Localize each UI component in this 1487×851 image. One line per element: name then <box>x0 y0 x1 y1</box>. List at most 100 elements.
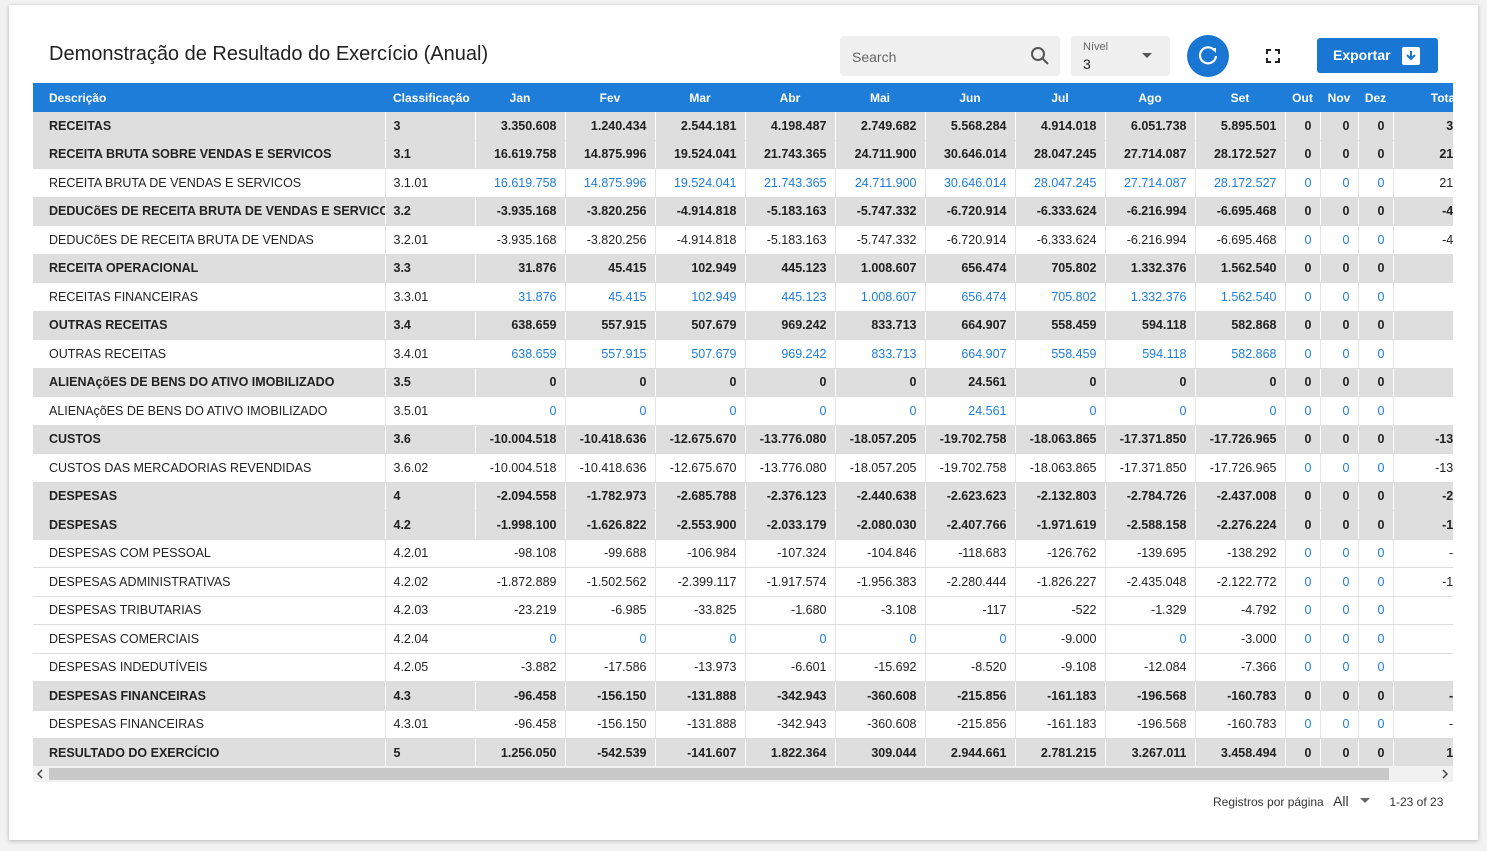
export-button[interactable]: Exportar <box>1317 38 1438 73</box>
rows-per-page-value[interactable]: All <box>1333 793 1349 809</box>
value-cell: 2.781.215 <box>1015 738 1106 766</box>
description-cell: RECEITAS <box>33 112 386 141</box>
page-title: Demonstração de Resultado do Exercício (… <box>49 43 489 65</box>
classification-cell: 3.5.01 <box>385 396 475 426</box>
scroll-left[interactable] <box>36 769 44 779</box>
value-cell: 0 <box>1320 425 1359 454</box>
value-cell: -3.000 <box>1195 624 1286 654</box>
value-cell: -1.040 <box>1393 539 1453 568</box>
column-header: Set <box>1195 83 1285 112</box>
column-header: Jan <box>475 83 565 112</box>
value-cell: -2.376.123 <box>745 482 836 511</box>
description-cell: DESPESAS <box>33 482 386 511</box>
description-cell: DESPESAS COM PESSOAL <box>33 539 386 568</box>
value-cell: 0 <box>1285 738 1321 766</box>
value-cell: 0 <box>1358 624 1394 654</box>
value-cell: 4.198.487 <box>745 112 836 141</box>
group-row: RESULTADO DO EXERCÍCIO 5 1.256.050 -542.539… <box>33 738 1453 766</box>
value-cell: 0 <box>1358 681 1394 711</box>
value-cell: 0 <box>1358 254 1394 283</box>
value-cell: 14.875.996 <box>565 140 656 169</box>
value-cell: 0 <box>1285 510 1321 540</box>
level-value: 3 <box>1083 56 1091 72</box>
value-cell: -9.108 <box>1015 653 1106 682</box>
horizontal-scrollbar[interactable] <box>33 766 1453 782</box>
value-cell: -522 <box>1015 596 1106 625</box>
level-select[interactable]: Nível 3 <box>1071 36 1170 76</box>
fullscreen-button[interactable] <box>1266 49 1280 63</box>
description-cell: RECEITA BRUTA SOBRE VENDAS E SERVICOS <box>33 140 386 169</box>
value-cell: 16.619.758 <box>475 140 566 169</box>
value-cell: -12.084 <box>1105 653 1196 682</box>
value-cell: -96.458 <box>475 681 566 711</box>
value-cell: 5.568.284 <box>925 112 1016 141</box>
group-row: RECEITA OPERACIONAL 3.3 31.876 45.415 102.94… <box>33 254 1453 283</box>
value-cell: -10.004.518 <box>475 425 566 454</box>
pagination: Registros por página All 1-23 of 23 <box>1213 793 1443 809</box>
value-cell: 0 <box>565 624 656 654</box>
column-header: Tota <box>1393 83 1453 112</box>
value-cell: -137.797 <box>1393 425 1453 454</box>
value-cell: 0 <box>1285 653 1321 682</box>
value-cell: -1.822 <box>1393 681 1453 711</box>
search-box[interactable]: Search <box>840 36 1060 76</box>
value-cell: 0 <box>565 396 656 426</box>
description-cell: RECEITA OPERACIONAL <box>33 254 386 283</box>
value-cell: 212.054 <box>1393 140 1453 169</box>
value-cell: -10.418.636 <box>565 453 656 483</box>
value-cell: -2.276.224 <box>1195 510 1286 540</box>
description-cell: OUTRAS RECEITAS <box>33 339 386 369</box>
value-cell: 0 <box>1285 254 1321 283</box>
value-cell: 5.891 <box>1393 282 1453 312</box>
scroll-thumb[interactable] <box>49 768 1389 780</box>
classification-cell: 4.2 <box>385 510 476 540</box>
value-cell: -117 <box>925 596 1016 625</box>
value-cell: -2.132.803 <box>1015 482 1106 511</box>
value-cell: 0 <box>1320 738 1359 766</box>
value-cell: 21.743.365 <box>745 140 836 169</box>
card: Demonstração de Resultado do Exercício (… <box>9 5 1478 840</box>
detail-row: DESPESAS ADMINISTRATIVAS 4.2.02 -1.872.889… <box>33 567 1453 597</box>
value-cell: 5.895.501 <box>1195 112 1286 141</box>
detail-row: OUTRAS RECEITAS 3.4.01 638.659 557.915 507.6… <box>33 339 1453 369</box>
value-cell: 0 <box>1285 453 1321 483</box>
value-cell: 0 <box>1320 140 1359 169</box>
group-row: CUSTOS 3.6 -10.004.518 -10.418.636 -12.675.6… <box>33 425 1453 454</box>
value-cell: 5.891 <box>1393 254 1453 283</box>
value-cell: 0 <box>1285 168 1321 198</box>
value-cell: -1.329 <box>1105 596 1196 625</box>
refresh-button[interactable] <box>1187 35 1229 77</box>
value-cell: 0 <box>1320 482 1359 511</box>
value-cell: 0 <box>1320 396 1359 426</box>
value-cell: 0 <box>835 368 926 397</box>
group-row: OUTRAS RECEITAS 3.4 638.659 557.915 507.679 9… <box>33 311 1453 340</box>
value-cell: 27.714.087 <box>1105 140 1196 169</box>
value-cell: 0 <box>1358 567 1394 597</box>
value-cell: 833.713 <box>835 339 926 369</box>
detail-row: DEDUCõES DE RECEITA BRUTA DE VENDAS 3.2.0… <box>33 225 1453 255</box>
value-cell: -3.935.168 <box>475 197 566 226</box>
value-cell: 2.749.682 <box>835 112 926 141</box>
value-cell: 28.172.527 <box>1195 140 1286 169</box>
scroll-right[interactable] <box>1441 769 1449 779</box>
value-cell: -160.783 <box>1195 710 1286 739</box>
value-cell: 1.240.434 <box>565 112 656 141</box>
value-cell: -19.702.758 <box>925 453 1016 483</box>
value-cell: 0 <box>475 624 566 654</box>
level-label: Nível <box>1083 41 1109 53</box>
value-cell: -13.776.080 <box>745 425 836 454</box>
rows-dropdown-arrow[interactable] <box>1359 798 1370 804</box>
value-cell: -139.695 <box>1105 539 1196 568</box>
value-cell: 3.350.608 <box>475 112 566 141</box>
classification-cell: 3.6.02 <box>385 453 475 483</box>
value-cell: 1.332.376 <box>1105 282 1196 312</box>
header-row: Descrição Classificação Jan Fev Mar Abr Mai Jun… <box>33 83 1453 112</box>
value-cell: -1.826.227 <box>1015 567 1106 597</box>
value-cell: 0 <box>1358 311 1394 340</box>
value-cell: 102.949 <box>655 254 746 283</box>
value-cell: 1.822.364 <box>745 738 836 766</box>
value-cell: -2.080.030 <box>835 510 926 540</box>
value-cell: 0 <box>1285 539 1321 568</box>
group-row: DESPESAS 4.2 -1.998.100 -1.626.822 -2.553.90… <box>33 510 1453 540</box>
value-cell: 0 <box>565 368 656 397</box>
